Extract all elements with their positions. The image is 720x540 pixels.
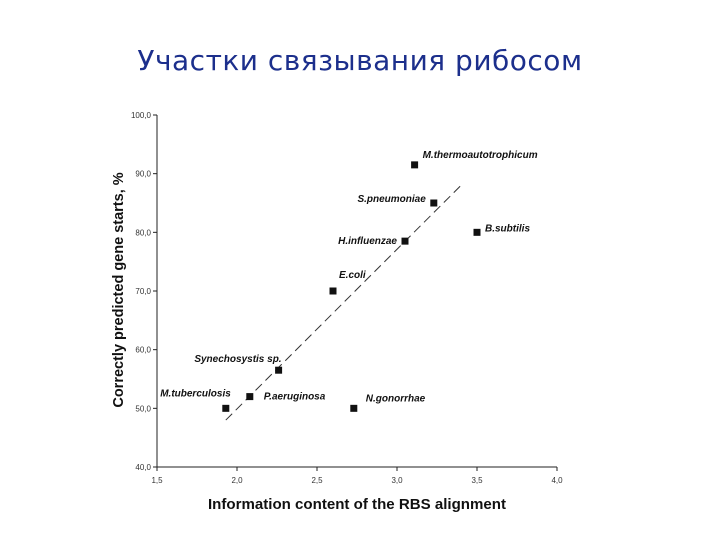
- y-tick-label: 40,0: [135, 463, 151, 472]
- data-point-marker: [473, 228, 481, 236]
- data-point-marker: [430, 199, 438, 207]
- data-points: M.thermoautotrophicum S.pneumoniae B.subti…: [160, 150, 538, 412]
- data-point-marker: [350, 404, 358, 412]
- y-ticks: 40,0 50,0 60,0 70,0 80,0 90,0 100,0: [131, 111, 157, 472]
- data-point-label: N.gonorrhae: [366, 393, 426, 404]
- y-tick-label: 100,0: [131, 111, 152, 120]
- x-tick-label: 3,5: [471, 476, 483, 485]
- data-point-marker: [246, 393, 254, 401]
- data-point-label: S.pneumoniae: [357, 194, 426, 205]
- y-axis-title: Correctly predicted gene starts, %: [111, 172, 127, 407]
- data-point-marker: [411, 161, 419, 169]
- data-point-marker: [329, 287, 337, 295]
- y-tick-label: 90,0: [135, 170, 151, 179]
- x-tick-label: 2,5: [311, 476, 323, 485]
- data-point-label: E.coli: [339, 270, 366, 281]
- x-axis-title: Information content of the RBS alignment: [208, 497, 506, 513]
- data-point-label: P.aeruginosa: [264, 392, 326, 403]
- x-tick-label: 3,0: [391, 476, 403, 485]
- data-point-marker: [222, 404, 230, 412]
- x-tick-label: 1,5: [151, 476, 163, 485]
- x-tick-label: 4,0: [551, 476, 563, 485]
- y-tick-label: 50,0: [135, 404, 151, 413]
- data-point-label: M.thermoautotrophicum: [423, 150, 538, 161]
- trendline: [225, 185, 462, 421]
- y-tick-label: 80,0: [135, 228, 151, 237]
- slide-title: Участки связывания рибосом: [137, 44, 583, 77]
- data-point-label: Synechosystis sp.: [194, 354, 281, 365]
- data-point-label: H.influenzae: [338, 236, 397, 247]
- data-point-label: B.subtilis: [485, 223, 530, 234]
- x-tick-label: 2,0: [231, 476, 243, 485]
- data-point-marker: [401, 237, 409, 245]
- y-tick-label: 60,0: [135, 346, 151, 355]
- y-tick-label: 70,0: [135, 287, 151, 296]
- data-point-label: M.tuberculosis: [160, 388, 231, 399]
- data-point-marker: [275, 366, 283, 374]
- x-ticks: 1,5 2,0 2,5 3,0 3,5 4,0: [151, 467, 563, 485]
